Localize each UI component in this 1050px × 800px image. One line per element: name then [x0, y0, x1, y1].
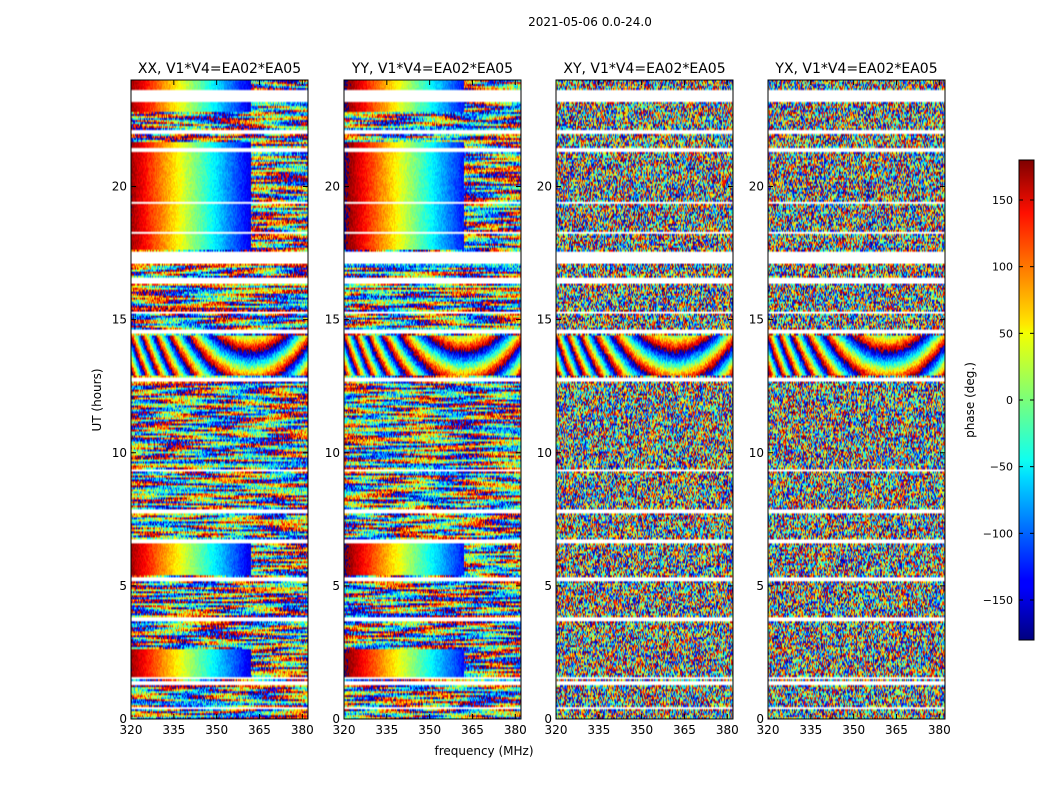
x-tick-label: 350 — [630, 723, 653, 737]
y-tick-label: 15 — [537, 313, 552, 327]
y-axis-label: UT (hours) — [90, 368, 104, 431]
panel-title: XX, V1*V4=EA02*EA05 — [138, 61, 301, 77]
colorbar-tick-label: −50 — [990, 461, 1013, 474]
y-tick-label: 5 — [544, 579, 552, 593]
x-tick-label: 365 — [885, 723, 908, 737]
phase-heatmap-image — [556, 80, 733, 719]
y-tick-label: 10 — [749, 446, 764, 460]
x-tick-label: 380 — [928, 723, 951, 737]
y-tick-label: 0 — [119, 712, 127, 726]
panel-title: YX, V1*V4=EA02*EA05 — [774, 61, 937, 77]
panel-title: XY, V1*V4=EA02*EA05 — [563, 61, 725, 77]
x-tick-label: 350 — [205, 723, 228, 737]
x-axis-label: frequency (MHz) — [434, 744, 533, 758]
y-tick-label: 20 — [325, 180, 340, 194]
colorbar-tick-label: 100 — [992, 261, 1013, 274]
y-tick-label: 10 — [537, 446, 552, 460]
y-tick-label: 20 — [749, 180, 764, 194]
phase-heatmap-image — [768, 80, 945, 719]
x-tick-label: 380 — [291, 723, 314, 737]
panel-frame — [343, 79, 522, 720]
heatmap-panel-1: XX, V1*V4=EA02*EA05 320 335 350 365 380 0 5 10 15… — [112, 61, 314, 737]
y-tick-label: 0 — [332, 712, 340, 726]
y-tick-label: 5 — [332, 579, 340, 593]
panel-title: YY, V1*V4=EA02*EA05 — [351, 61, 513, 77]
y-tick-label: 10 — [112, 446, 127, 460]
x-tick-label: 320 — [333, 723, 356, 737]
x-tick-label: 335 — [162, 723, 185, 737]
x-tick-label: 380 — [504, 723, 527, 737]
colorbar-tick-label: −150 — [983, 594, 1013, 607]
x-tick-label: 350 — [418, 723, 441, 737]
x-tick-label: 380 — [716, 723, 739, 737]
colorbar-ticks: 150 100 50 0 −50 −100 −150 — [983, 194, 1034, 607]
panel-frame — [130, 79, 309, 720]
panel-frame — [555, 79, 734, 720]
panels-group: XX, V1*V4=EA02*EA05 320 335 350 365 380 0 5 10 15… — [112, 61, 951, 737]
colorbar-label: phase (deg.) — [963, 362, 977, 438]
colorbar-tick-label: −100 — [983, 527, 1013, 540]
y-tick-label: 15 — [112, 313, 127, 327]
x-tick-label: 320 — [120, 723, 143, 737]
x-tick-label: 335 — [375, 723, 398, 737]
x-tick-label: 350 — [842, 723, 865, 737]
figure-suptitle: 2021-05-06 0.0-24.0 — [528, 15, 652, 29]
colorbar-tick-label: 0 — [1006, 394, 1013, 407]
x-tick-label: 335 — [799, 723, 822, 737]
phase-heatmap-image — [131, 80, 308, 719]
y-tick-label: 0 — [544, 712, 552, 726]
y-tick-label: 5 — [119, 579, 127, 593]
y-tick-label: 0 — [756, 712, 764, 726]
heatmap-panel-2: YY, V1*V4=EA02*EA05 320 335 350 365 380 0 5 10 15… — [325, 61, 527, 737]
heatmap-panel-4: YX, V1*V4=EA02*EA05 320 335 350 365 380 0 5 10 15… — [749, 61, 951, 737]
x-tick-label: 320 — [757, 723, 780, 737]
y-tick-label: 10 — [325, 446, 340, 460]
y-tick-label: 20 — [537, 180, 552, 194]
panel-frame — [767, 79, 946, 720]
y-tick-label: 15 — [749, 313, 764, 327]
heatmap-panel-3: XY, V1*V4=EA02*EA05 320 335 350 365 380 0 5 10 15… — [537, 61, 739, 737]
x-tick-label: 365 — [461, 723, 484, 737]
x-tick-label: 335 — [587, 723, 610, 737]
colorbar-tick-label: 50 — [999, 327, 1013, 340]
x-tick-label: 365 — [248, 723, 271, 737]
x-tick-label: 365 — [673, 723, 696, 737]
colorbar-tick-label: 150 — [992, 194, 1013, 207]
y-tick-label: 20 — [112, 180, 127, 194]
y-tick-label: 5 — [756, 579, 764, 593]
x-tick-label: 320 — [545, 723, 568, 737]
colorbar: 150 100 50 0 −50 −100 −150 phase (deg.) — [963, 159, 1035, 641]
y-tick-label: 15 — [325, 313, 340, 327]
phase-heatmap-image — [344, 80, 521, 719]
